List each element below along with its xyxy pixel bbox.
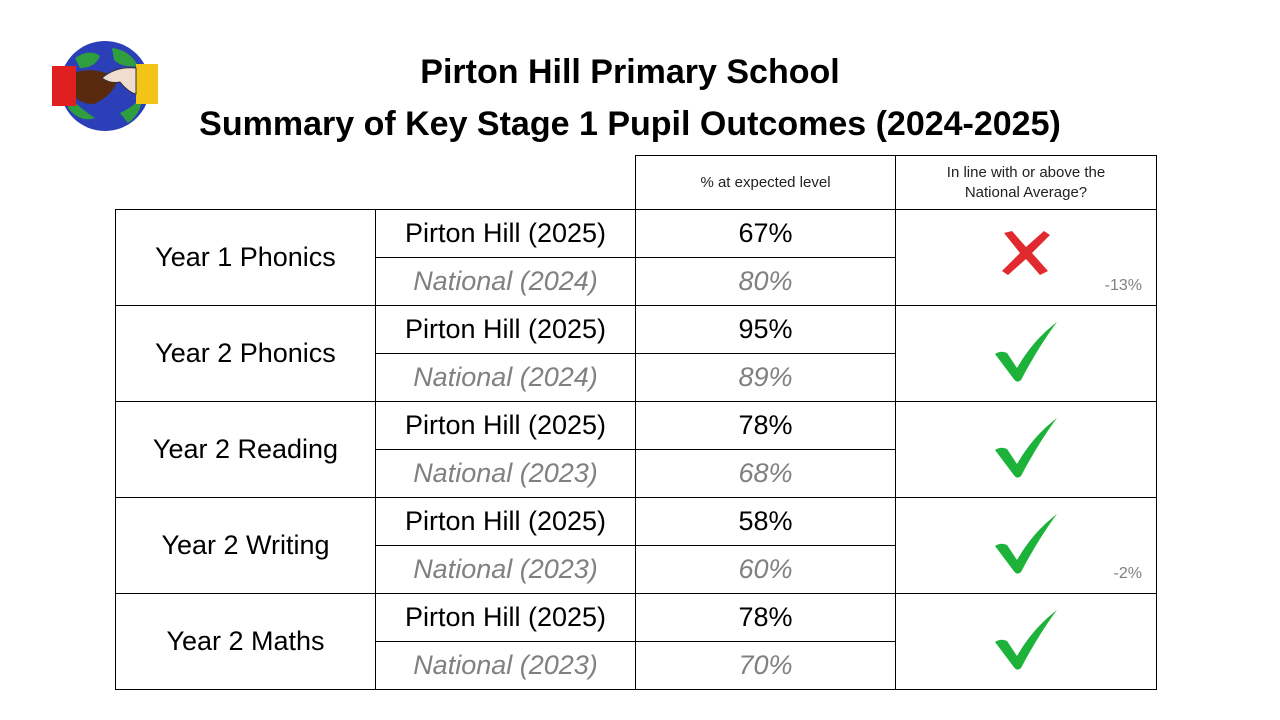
table-row: Year 1 Phonics Pirton Hill (2025) 67% -13% xyxy=(115,209,1157,306)
national-label: National (2023) xyxy=(375,545,636,594)
school-label: Pirton Hill (2025) xyxy=(375,401,636,450)
national-value: 68% xyxy=(635,449,896,498)
table-row: National (2024) 80% xyxy=(116,257,1157,306)
table-row: Year 2 Writing Pirton Hill (2025) 58% -2% xyxy=(115,497,1157,594)
difference-label: -2% xyxy=(1113,565,1142,582)
school-value: 78% xyxy=(635,593,896,642)
national-value: 60% xyxy=(635,545,896,594)
school-value: 95% xyxy=(635,305,896,354)
table-row: National (2023) 60% xyxy=(116,545,1157,594)
result-cell xyxy=(895,305,1157,402)
school-value: 78% xyxy=(635,401,896,450)
header-row: % at expected level In line with or abov… xyxy=(115,155,1157,210)
school-label: Pirton Hill (2025) xyxy=(375,305,636,354)
result-cell xyxy=(895,593,1157,690)
header-percent: % at expected level xyxy=(635,155,896,210)
table-row: National (2023) 68% xyxy=(116,449,1157,498)
subject-label: Year 2 Writing xyxy=(115,497,376,594)
national-value: 70% xyxy=(635,641,896,690)
national-label: National (2023) xyxy=(375,641,636,690)
page-subtitle: Summary of Key Stage 1 Pupil Outcomes (2… xyxy=(199,105,1061,143)
check-icon xyxy=(896,608,1156,672)
difference-label: -13% xyxy=(1104,277,1142,294)
result-cell xyxy=(895,401,1157,498)
page-title: Pirton Hill Primary School xyxy=(420,53,840,91)
national-label: National (2024) xyxy=(375,257,636,306)
subject-label: Year 2 Reading xyxy=(115,401,376,498)
national-label: National (2024) xyxy=(375,353,636,402)
national-label: National (2023) xyxy=(375,449,636,498)
school-label: Pirton Hill (2025) xyxy=(375,209,636,258)
check-icon xyxy=(896,320,1156,384)
table-row: Year 2 Phonics Pirton Hill (2025) 95% xyxy=(115,305,1157,402)
check-icon xyxy=(896,512,1156,576)
table-row: National (2023) 70% xyxy=(116,641,1157,690)
school-value: 58% xyxy=(635,497,896,546)
subject-label: Year 1 Phonics xyxy=(115,209,376,306)
result-cell: -13% xyxy=(895,209,1157,306)
school-label: Pirton Hill (2025) xyxy=(375,497,636,546)
school-value: 67% xyxy=(635,209,896,258)
school-label: Pirton Hill (2025) xyxy=(375,593,636,642)
table-row: Year 2 Maths Pirton Hill (2025) 78% xyxy=(115,593,1157,690)
check-icon xyxy=(896,416,1156,480)
header-comparison: In line with or above the National Avera… xyxy=(895,155,1157,210)
result-cell: -2% xyxy=(895,497,1157,594)
outcomes-table: % at expected level In line with or abov… xyxy=(115,155,1157,690)
school-logo xyxy=(50,38,160,134)
table-row: Year 2 Reading Pirton Hill (2025) 78% xyxy=(115,401,1157,498)
national-value: 80% xyxy=(635,257,896,306)
subject-label: Year 2 Maths xyxy=(115,593,376,690)
national-value: 89% xyxy=(635,353,896,402)
cross-icon xyxy=(896,229,1156,277)
subject-label: Year 2 Phonics xyxy=(115,305,376,402)
